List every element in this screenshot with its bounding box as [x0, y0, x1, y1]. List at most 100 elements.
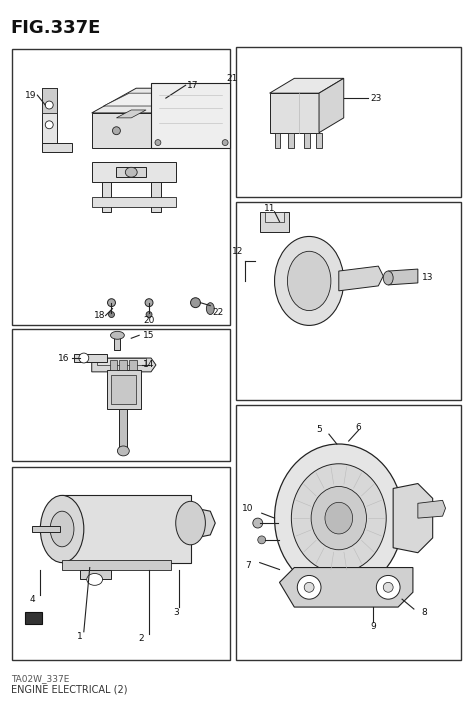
Polygon shape — [80, 570, 111, 580]
Polygon shape — [418, 500, 446, 518]
Polygon shape — [92, 89, 201, 113]
Bar — [236, 202, 461, 400]
Polygon shape — [260, 212, 290, 232]
Polygon shape — [117, 167, 146, 177]
Bar — [274, 132, 281, 148]
Ellipse shape — [146, 312, 152, 318]
Ellipse shape — [109, 312, 114, 318]
Text: 11: 11 — [264, 204, 275, 213]
Polygon shape — [151, 84, 230, 148]
Text: 16: 16 — [58, 354, 70, 363]
Ellipse shape — [176, 501, 205, 545]
Polygon shape — [393, 484, 433, 553]
Ellipse shape — [125, 167, 137, 177]
Ellipse shape — [325, 503, 353, 534]
Text: 3: 3 — [173, 608, 179, 616]
Polygon shape — [32, 526, 60, 532]
Bar — [62, 559, 171, 570]
Ellipse shape — [112, 127, 120, 135]
Ellipse shape — [311, 487, 366, 550]
Polygon shape — [42, 143, 72, 153]
Ellipse shape — [383, 271, 393, 285]
Polygon shape — [186, 506, 215, 540]
Polygon shape — [339, 266, 383, 291]
Text: 10: 10 — [242, 504, 254, 513]
Bar — [316, 132, 322, 148]
Ellipse shape — [40, 495, 84, 562]
Polygon shape — [107, 370, 141, 410]
Polygon shape — [111, 375, 136, 405]
Ellipse shape — [87, 573, 102, 585]
Polygon shape — [42, 89, 57, 113]
Ellipse shape — [46, 101, 53, 109]
Bar — [25, 612, 42, 624]
Ellipse shape — [145, 299, 153, 307]
Ellipse shape — [191, 298, 201, 307]
Text: 19: 19 — [25, 91, 36, 99]
Polygon shape — [92, 197, 176, 207]
Text: 1: 1 — [77, 632, 83, 642]
Polygon shape — [119, 360, 128, 370]
Text: ENGINE ELECTRICAL (2): ENGINE ELECTRICAL (2) — [11, 684, 127, 694]
Ellipse shape — [50, 511, 74, 546]
Text: 14: 14 — [143, 361, 155, 369]
Text: 18: 18 — [94, 311, 105, 320]
Ellipse shape — [304, 582, 314, 593]
Ellipse shape — [206, 302, 214, 315]
Text: 21: 21 — [227, 74, 238, 83]
Polygon shape — [104, 93, 179, 106]
Text: 23: 23 — [371, 94, 382, 103]
Ellipse shape — [383, 582, 393, 593]
Ellipse shape — [118, 446, 129, 456]
Polygon shape — [156, 89, 201, 148]
Text: FIG.337E: FIG.337E — [11, 19, 101, 37]
Ellipse shape — [253, 518, 263, 528]
Bar — [12, 467, 230, 660]
Text: 17: 17 — [187, 81, 198, 90]
Bar — [236, 47, 461, 197]
Bar — [236, 405, 461, 660]
Text: 6: 6 — [356, 423, 362, 432]
Ellipse shape — [287, 251, 331, 310]
Polygon shape — [151, 182, 161, 212]
Ellipse shape — [274, 444, 403, 593]
Ellipse shape — [46, 121, 53, 129]
Polygon shape — [92, 162, 176, 182]
Text: 22: 22 — [213, 308, 224, 317]
Bar — [288, 132, 294, 148]
Text: 15: 15 — [143, 330, 155, 340]
Polygon shape — [101, 182, 111, 212]
Ellipse shape — [79, 353, 89, 363]
Bar — [119, 410, 128, 451]
Bar — [304, 132, 310, 148]
Polygon shape — [388, 269, 418, 285]
Ellipse shape — [297, 575, 321, 599]
Text: 8: 8 — [421, 608, 427, 616]
Polygon shape — [92, 113, 156, 148]
Polygon shape — [42, 89, 57, 143]
Text: 4: 4 — [29, 595, 35, 603]
Ellipse shape — [376, 575, 400, 599]
Ellipse shape — [155, 140, 161, 145]
Polygon shape — [270, 93, 319, 132]
Polygon shape — [280, 567, 413, 607]
Polygon shape — [270, 78, 344, 93]
Ellipse shape — [258, 536, 265, 544]
Text: 7: 7 — [245, 561, 251, 570]
Polygon shape — [264, 212, 284, 222]
Polygon shape — [97, 358, 146, 365]
Ellipse shape — [222, 140, 228, 145]
Text: 5: 5 — [316, 425, 322, 433]
Text: TA02W_337E: TA02W_337E — [11, 674, 69, 683]
Bar — [62, 495, 191, 562]
Ellipse shape — [292, 464, 386, 572]
Polygon shape — [109, 360, 118, 370]
Bar — [12, 49, 230, 325]
Text: 20: 20 — [143, 316, 155, 325]
Polygon shape — [74, 354, 107, 362]
Polygon shape — [117, 110, 146, 118]
Text: 12: 12 — [232, 247, 244, 256]
Polygon shape — [319, 78, 344, 132]
Text: 13: 13 — [422, 274, 434, 282]
Polygon shape — [92, 358, 156, 372]
